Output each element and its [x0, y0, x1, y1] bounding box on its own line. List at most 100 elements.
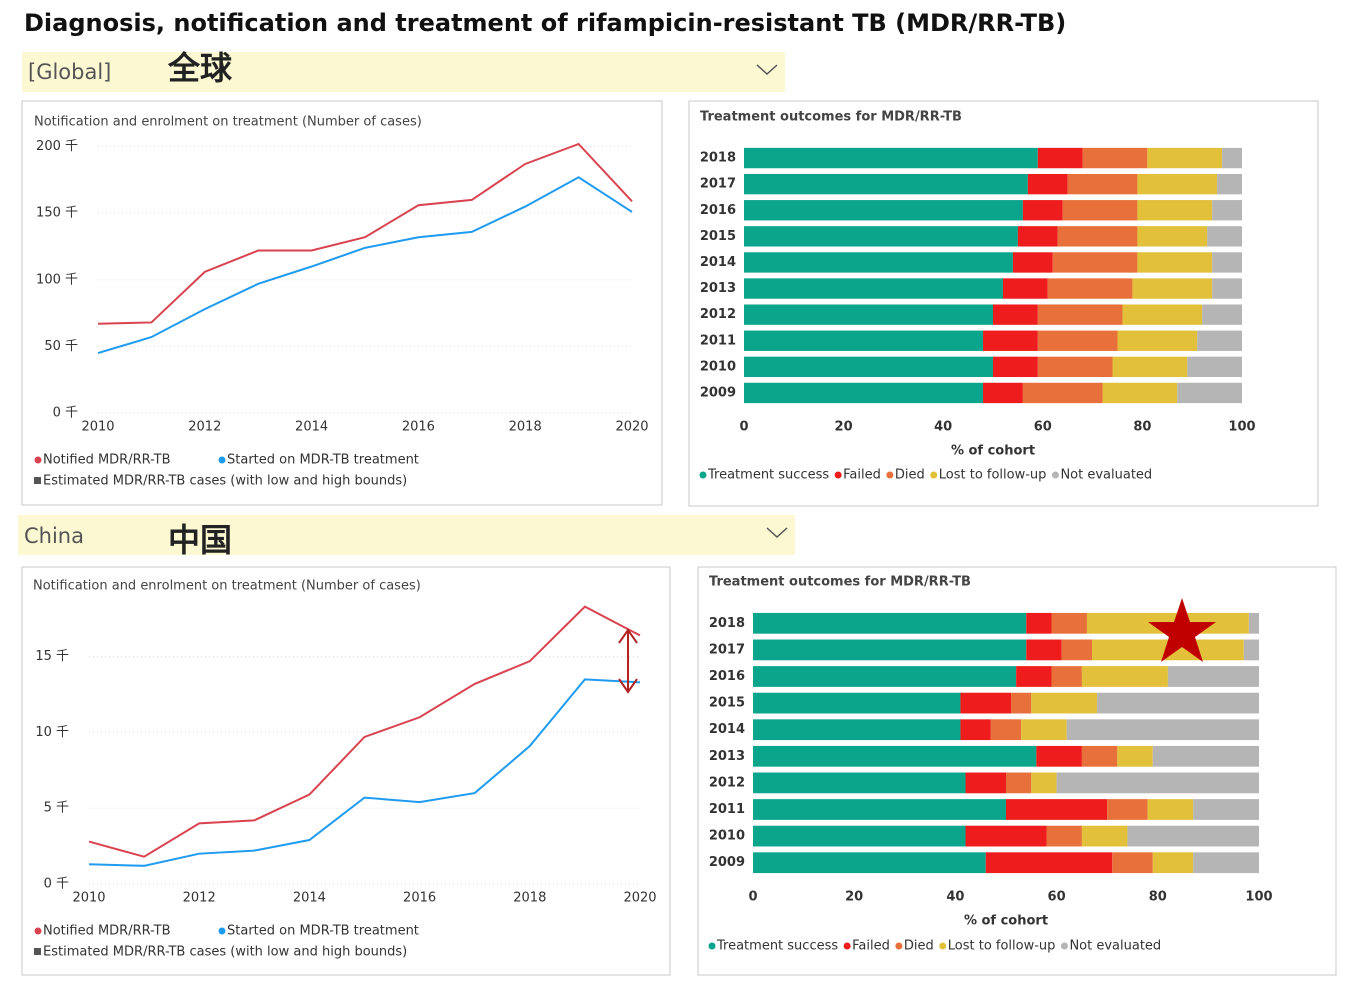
x-tick-label: 100	[1245, 890, 1272, 905]
filter-dropdown[interactable]	[18, 515, 795, 555]
legend-marker	[708, 942, 716, 950]
y-tick-label: 2014	[709, 722, 745, 737]
bar-segment	[1031, 692, 1098, 714]
bar-segment	[1147, 799, 1194, 820]
x-tick-label: 0	[739, 420, 748, 435]
bar-segment	[1006, 799, 1108, 820]
y-tick-label: 200 千	[36, 139, 78, 154]
x-tick-label: 40	[934, 420, 952, 435]
bar-segment	[965, 825, 1047, 847]
x-tick-label: 2014	[295, 420, 328, 435]
y-tick-label: 2012	[700, 307, 736, 322]
charts: Notification and enrolment on treatment …	[21, 100, 1337, 976]
bar-segment	[1021, 719, 1067, 741]
chevron[interactable]	[766, 527, 788, 539]
bar-segment	[993, 304, 1038, 325]
chevron[interactable]	[756, 64, 778, 76]
bar-segment	[744, 278, 1003, 299]
bar-segment	[753, 772, 966, 794]
bar-segment	[1117, 745, 1153, 767]
bar-segment	[1152, 852, 1194, 874]
chart-title: Notification and enrolment on treatment …	[33, 579, 421, 594]
bar-segment	[1036, 745, 1082, 767]
bar-segment	[1132, 278, 1213, 299]
bar-segment	[1122, 304, 1203, 325]
bar-segment	[744, 356, 993, 378]
legend-label: Died	[904, 939, 934, 954]
bar-segment	[1051, 612, 1087, 634]
legend-label: Treatment success	[707, 468, 829, 483]
bar-segment	[744, 382, 984, 404]
legend-label: Not evaluated	[1069, 939, 1161, 954]
bar-segment	[1222, 147, 1242, 169]
bar-segment	[744, 173, 1028, 195]
y-tick-label: 2009	[709, 855, 745, 870]
bar-segment	[1117, 330, 1198, 351]
y-tick-label: 2011	[700, 333, 736, 348]
legend-marker	[34, 927, 42, 935]
bar-segment	[1243, 639, 1259, 661]
x-tick-label: 2016	[402, 420, 435, 435]
bar-segment	[985, 852, 1113, 874]
y-tick-label: 2010	[700, 359, 736, 374]
legend-marker	[843, 942, 851, 950]
bar-segment	[1017, 226, 1058, 247]
legend-label: Notified MDR/RR-TB	[43, 924, 171, 939]
bar-segment	[1082, 147, 1148, 169]
x-axis-label: % of cohort	[951, 444, 1035, 459]
bar-segment	[1046, 825, 1082, 847]
bar-segment	[753, 719, 961, 741]
bar-segment	[744, 330, 984, 351]
filter-dropdown[interactable]	[22, 52, 785, 92]
filter-value[interactable]: China	[24, 524, 84, 548]
legend-marker	[939, 942, 947, 950]
x-tick-label: 2020	[623, 891, 656, 906]
line-series	[88, 678, 641, 867]
legend-marker	[1051, 471, 1059, 479]
bar-segment	[1037, 147, 1083, 169]
bar-segment	[1052, 252, 1138, 273]
line-series	[97, 142, 633, 325]
chart-title: Notification and enrolment on treatment …	[34, 115, 422, 130]
bar-segment	[1012, 252, 1053, 273]
section-label: 全球	[167, 49, 233, 87]
bar-segment	[753, 692, 961, 714]
x-tick-label: 20	[845, 890, 863, 905]
bar-segment	[1027, 173, 1068, 195]
bar-segment	[983, 382, 1023, 404]
bar-segment	[960, 719, 991, 741]
legend-label: Notified MDR/RR-TB	[43, 453, 171, 468]
bar-segment	[1026, 639, 1062, 661]
bar-segment	[1167, 666, 1259, 687]
bar-segment	[1022, 200, 1063, 221]
y-tick-label: 2013	[700, 281, 736, 296]
y-tick-label: 2013	[709, 749, 745, 764]
x-tick-label: 20	[835, 420, 853, 435]
star-annotation	[1148, 598, 1216, 662]
filter-value[interactable]: [Global]	[28, 60, 111, 84]
bar-segment	[1051, 666, 1082, 687]
x-tick-label: 60	[1048, 890, 1066, 905]
x-tick-label: 2014	[293, 891, 326, 906]
bar-segment	[1177, 382, 1242, 404]
bar-segment	[960, 692, 1012, 714]
legend-label: Started on MDR-TB treatment	[227, 453, 419, 468]
y-tick-label: 2009	[700, 385, 736, 400]
bar-segment	[1193, 852, 1259, 874]
bar-segment	[1022, 382, 1103, 404]
bar-segment	[744, 147, 1038, 169]
bar-segment	[1081, 666, 1168, 687]
bar-segment	[1081, 745, 1118, 767]
x-tick-label: 2016	[403, 891, 436, 906]
bar-segment	[744, 226, 1018, 247]
page-title: Diagnosis, notification and treatment of…	[24, 9, 1066, 37]
bar-segment	[1066, 719, 1259, 741]
y-tick-label: 2010	[709, 829, 745, 844]
bar-segment	[1137, 252, 1213, 273]
y-tick-label: 15 千	[35, 649, 69, 664]
bar-segment	[1067, 173, 1138, 195]
x-tick-label: 100	[1228, 420, 1255, 435]
bar-segment	[1056, 772, 1259, 794]
arrow-annotation	[618, 628, 638, 694]
x-tick-label: 2010	[72, 891, 105, 906]
